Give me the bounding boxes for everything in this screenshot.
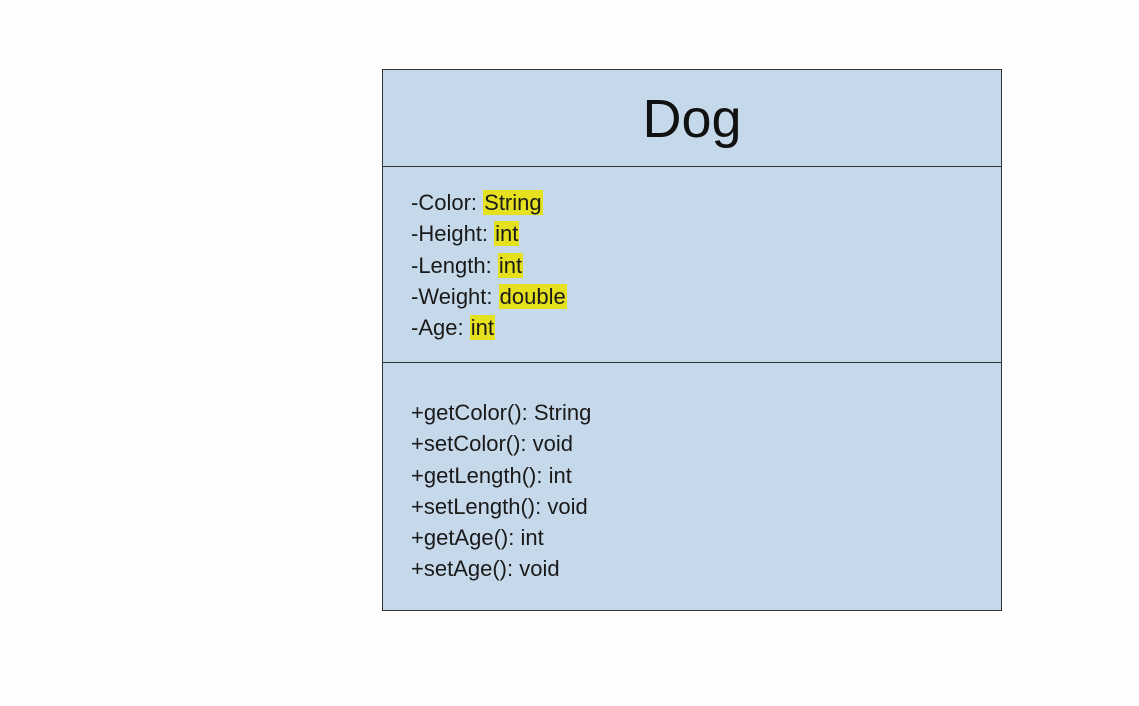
attribute-row: -Age: int xyxy=(411,312,1001,343)
attribute-type-highlighted: int xyxy=(494,221,520,247)
operation-row: +setLength(): void xyxy=(411,493,588,519)
attribute-name: -Weight: xyxy=(411,283,493,309)
operation-row: +getLength(): int xyxy=(411,462,572,488)
attribute-type-highlighted: String xyxy=(483,190,543,215)
attribute-name: -Color: xyxy=(411,190,478,215)
attribute-type-highlighted: int xyxy=(497,252,524,278)
operation-row: +setColor(): void xyxy=(411,431,574,457)
attribute-name: -Height: xyxy=(411,221,489,247)
class-name-compartment: Dog xyxy=(383,70,1001,167)
uml-class-box: Dog -Color: String -Height: int -Length:… xyxy=(382,69,1002,611)
attribute-name: -Age: xyxy=(411,315,464,341)
attribute-row: -Color: String xyxy=(411,187,1001,218)
class-name: Dog xyxy=(642,89,742,149)
attribute-row: -Height: int xyxy=(411,218,1001,249)
operation-row: +setAge(): void xyxy=(411,556,560,582)
attribute-row: -Length: int xyxy=(411,250,1001,281)
attribute-type-highlighted: int xyxy=(469,315,495,341)
operations-compartment: +getColor(): String +setColor(): void +g… xyxy=(383,363,1001,610)
attribute-name: -Length: xyxy=(411,252,492,278)
attributes-compartment: -Color: String -Height: int -Length: int… xyxy=(383,167,1001,363)
operation-row: +getAge(): int xyxy=(411,525,544,551)
attribute-row: -Weight: double xyxy=(411,281,1001,312)
attribute-type-highlighted: double xyxy=(498,283,567,309)
operation-row: +getColor(): String xyxy=(411,400,592,425)
